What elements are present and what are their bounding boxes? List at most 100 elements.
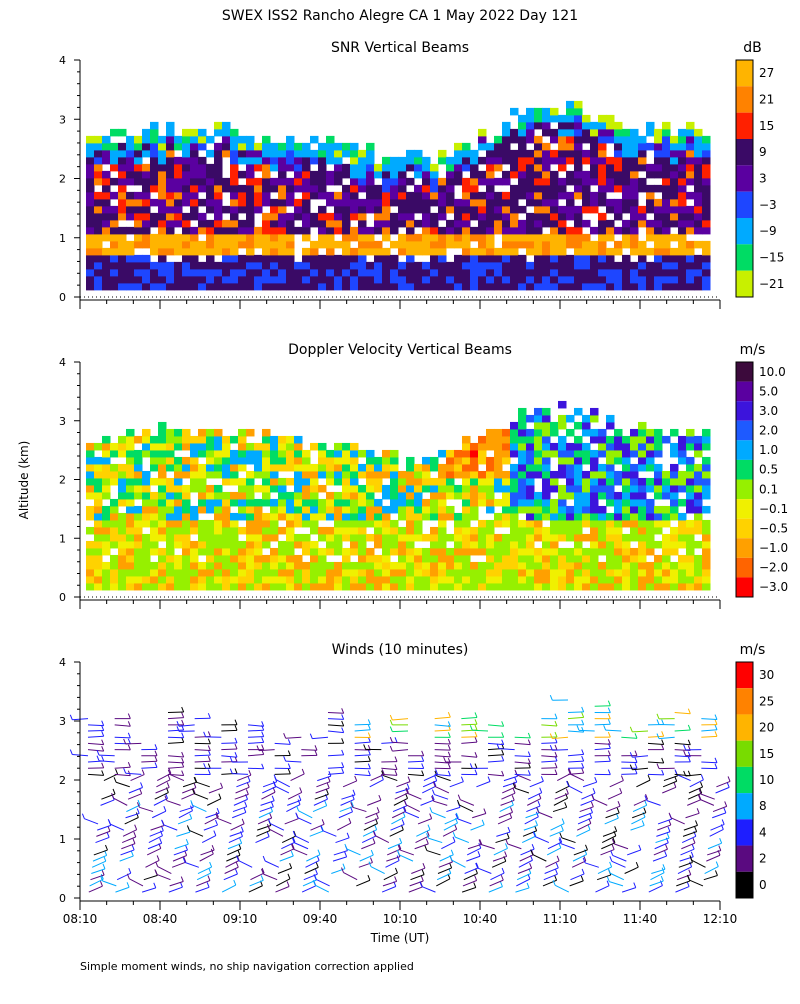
heatmap-cell <box>582 206 591 214</box>
heatmap-cell <box>286 283 295 291</box>
heatmap-cell <box>606 171 615 179</box>
y-axis-label: Altitude (km) <box>17 441 31 520</box>
heatmap-cell <box>382 185 391 193</box>
heatmap-cell <box>598 150 607 158</box>
wind-barb <box>390 830 404 836</box>
x-tick-label: 09:10 <box>223 912 258 926</box>
heatmap-cell <box>206 569 215 577</box>
heatmap-cell <box>510 199 519 207</box>
heatmap-cell <box>542 234 551 242</box>
heatmap-cell <box>270 178 279 186</box>
heatmap-cell <box>590 471 599 479</box>
wind-barb-flag <box>728 776 730 781</box>
heatmap-cell <box>382 199 391 207</box>
heatmap-cell <box>198 199 207 207</box>
heatmap-cell <box>422 192 431 200</box>
heatmap-cell <box>478 192 487 200</box>
heatmap-cell <box>670 583 679 591</box>
heatmap-cell <box>566 527 575 535</box>
heatmap-cell <box>438 227 447 235</box>
heatmap-cell <box>238 192 247 200</box>
wind-barb <box>631 825 645 830</box>
heatmap-cell <box>550 115 559 123</box>
heatmap-cell <box>150 548 159 556</box>
wind-barb <box>468 844 482 848</box>
heatmap-cell <box>310 269 319 277</box>
heatmap-cell <box>422 464 431 472</box>
heatmap-cell <box>358 548 367 556</box>
heatmap-cell <box>654 213 663 221</box>
heatmap-cell <box>110 569 119 577</box>
wind-barb <box>265 861 279 867</box>
heatmap-cell <box>598 450 607 458</box>
heatmap-cell <box>454 150 463 158</box>
heatmap-cell <box>262 185 271 193</box>
heatmap-cell <box>214 122 223 130</box>
heatmap-cell <box>550 429 559 437</box>
heatmap-cell <box>230 206 239 214</box>
heatmap-cell <box>590 241 599 249</box>
heatmap-cell <box>518 143 527 151</box>
heatmap-cell <box>598 115 607 123</box>
heatmap-cell <box>414 150 423 158</box>
heatmap-cell <box>654 562 663 570</box>
heatmap-cell <box>278 143 287 151</box>
heatmap-cell <box>590 248 599 256</box>
heatmap-cell <box>246 262 255 270</box>
heatmap-cell <box>574 520 583 528</box>
heatmap-cell <box>302 150 311 158</box>
heatmap-cell <box>654 255 663 263</box>
heatmap-cell <box>350 227 359 235</box>
heatmap-cell <box>470 192 479 200</box>
heatmap-cell <box>158 506 167 514</box>
heatmap-cell <box>526 443 535 451</box>
wind-barb <box>561 844 575 849</box>
heatmap-cell <box>342 220 351 228</box>
heatmap-cell <box>638 443 647 451</box>
heatmap-cell <box>326 569 335 577</box>
wind-barb <box>498 818 512 824</box>
wind-barb-flag <box>155 756 157 761</box>
wind-barb-flag <box>371 850 373 855</box>
heatmap-cell <box>518 534 527 542</box>
colorbar-label: 0.5 <box>759 463 778 477</box>
heatmap-cell <box>598 569 607 577</box>
heatmap-cell <box>686 255 695 263</box>
heatmap-cell <box>494 513 503 521</box>
heatmap-cell <box>326 541 335 549</box>
heatmap-cell <box>278 583 287 591</box>
heatmap-cell <box>134 450 143 458</box>
heatmap-cell <box>174 436 183 444</box>
wind-barb-flag <box>262 764 264 769</box>
heatmap-cell <box>134 178 143 186</box>
heatmap-cell <box>302 457 311 465</box>
heatmap-cell <box>374 269 383 277</box>
heatmap-cell <box>510 262 519 270</box>
heatmap-cell <box>622 171 631 179</box>
wind-barb <box>221 730 237 731</box>
heatmap-cell <box>102 283 111 291</box>
heatmap-cell <box>614 185 623 193</box>
heatmap-cell <box>414 464 423 472</box>
heatmap-cell <box>238 492 247 500</box>
heatmap-cell <box>622 541 631 549</box>
heatmap-cell <box>606 478 615 486</box>
heatmap-cell <box>358 164 367 172</box>
x-tick-label: 10:10 <box>383 912 418 926</box>
heatmap-cell <box>622 569 631 577</box>
heatmap-cell <box>262 276 271 284</box>
heatmap-cell <box>534 248 543 256</box>
heatmap-cell <box>558 157 567 165</box>
heatmap-cell <box>230 248 239 256</box>
heatmap-cell <box>214 220 223 228</box>
heatmap-cell <box>246 534 255 542</box>
heatmap-cell <box>470 255 479 263</box>
heatmap-cell <box>526 192 535 200</box>
heatmap-cell <box>654 527 663 535</box>
heatmap-cell <box>310 541 319 549</box>
heatmap-cell <box>150 178 159 186</box>
heatmap-cell <box>542 248 551 256</box>
heatmap-cell <box>110 506 119 514</box>
heatmap-cell <box>286 492 295 500</box>
heatmap-cell <box>94 499 103 507</box>
